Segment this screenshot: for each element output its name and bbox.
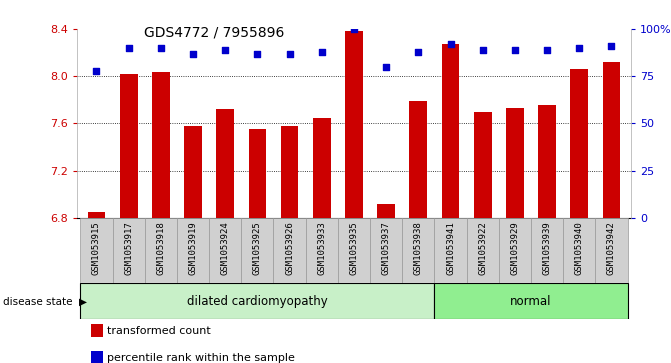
Point [188, 51, 199, 57]
Bar [474, 111, 492, 218]
Point [541, 47, 552, 53]
Text: GSM1053941: GSM1053941 [446, 221, 455, 275]
Bar [88, 212, 105, 218]
Text: transformed count: transformed count [107, 326, 211, 336]
Bar [377, 204, 395, 218]
Bar [81, 283, 434, 319]
Bar [434, 283, 627, 319]
Point [445, 41, 456, 47]
Text: disease state  ▶: disease state ▶ [3, 296, 87, 306]
Point [91, 68, 102, 73]
Point [509, 47, 520, 53]
Point [477, 47, 488, 53]
Bar [499, 218, 531, 283]
Text: GSM1053919: GSM1053919 [189, 221, 197, 275]
Bar [242, 218, 274, 283]
Point [349, 26, 360, 32]
Bar [442, 44, 460, 218]
Point [252, 51, 263, 57]
Bar [313, 118, 331, 218]
Bar [538, 105, 556, 218]
Bar [402, 218, 434, 283]
Bar [531, 218, 563, 283]
Point [606, 43, 617, 49]
Point [317, 49, 327, 54]
Bar [370, 218, 402, 283]
Text: GSM1053935: GSM1053935 [350, 221, 358, 275]
Text: GSM1053922: GSM1053922 [478, 221, 487, 275]
Bar [595, 218, 627, 283]
Bar [434, 218, 466, 283]
Text: GSM1053924: GSM1053924 [221, 221, 229, 275]
Text: dilated cardiomyopathy: dilated cardiomyopathy [187, 295, 327, 308]
Text: GSM1053940: GSM1053940 [575, 221, 584, 275]
Text: GDS4772 / 7955896: GDS4772 / 7955896 [144, 25, 285, 40]
Point [413, 49, 423, 54]
Text: GSM1053942: GSM1053942 [607, 221, 616, 275]
Bar [145, 218, 177, 283]
Bar [216, 109, 234, 218]
Bar [603, 62, 620, 218]
Bar [570, 69, 588, 218]
Text: normal: normal [510, 295, 552, 308]
Bar [120, 74, 138, 218]
Point [220, 47, 231, 53]
Bar [113, 218, 145, 283]
Point [285, 51, 295, 57]
Bar [409, 101, 427, 218]
Bar [338, 218, 370, 283]
Text: GSM1053938: GSM1053938 [414, 221, 423, 275]
Text: GSM1053917: GSM1053917 [124, 221, 133, 275]
Point [156, 45, 166, 51]
Bar [506, 108, 524, 218]
Bar [345, 31, 363, 218]
Bar [248, 129, 266, 218]
Bar [184, 126, 202, 218]
Point [380, 64, 391, 70]
Point [123, 45, 134, 51]
Text: GSM1053918: GSM1053918 [156, 221, 165, 275]
Bar [563, 218, 595, 283]
Text: GSM1053915: GSM1053915 [92, 221, 101, 275]
Text: GSM1053925: GSM1053925 [253, 221, 262, 275]
Bar [152, 72, 170, 218]
Point [574, 45, 584, 51]
Bar [274, 218, 306, 283]
Bar [177, 218, 209, 283]
Text: GSM1053937: GSM1053937 [382, 221, 391, 275]
Bar [306, 218, 338, 283]
Text: GSM1053939: GSM1053939 [543, 221, 552, 275]
Bar [466, 218, 499, 283]
Text: GSM1053929: GSM1053929 [511, 221, 519, 275]
Text: GSM1053926: GSM1053926 [285, 221, 294, 275]
Bar [81, 218, 113, 283]
Text: GSM1053933: GSM1053933 [317, 221, 326, 275]
Text: percentile rank within the sample: percentile rank within the sample [107, 353, 295, 363]
Bar [280, 126, 299, 218]
Bar [209, 218, 242, 283]
